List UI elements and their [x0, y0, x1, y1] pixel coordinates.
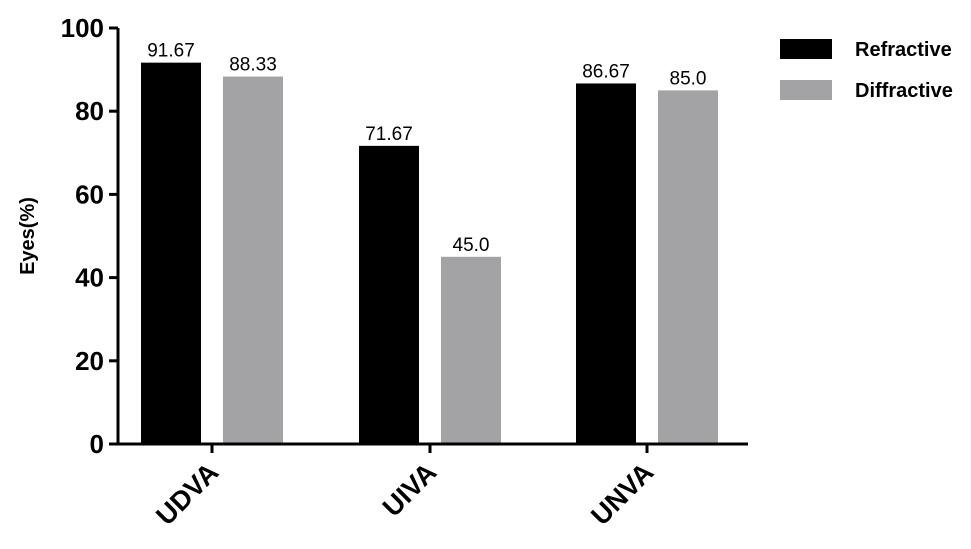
- x-category-label-unva: UNVA: [585, 457, 659, 531]
- x-category-label-uiva: UIVA: [377, 457, 442, 522]
- y-axis-title: Eyes(%): [17, 197, 39, 275]
- value-label-diffractive-unva: 85.0: [670, 68, 707, 89]
- y-tick-label-60: 60: [75, 179, 104, 209]
- bar-diffractive-udva: [223, 76, 283, 444]
- y-tick-label-0: 0: [90, 429, 104, 459]
- legend-swatch-refractive: [780, 39, 832, 59]
- bar-refractive-unva: [576, 83, 636, 445]
- legend: Refractive Diffractive: [780, 39, 953, 102]
- bar-refractive-uiva: [359, 145, 419, 445]
- y-tick-label-20: 20: [75, 346, 104, 376]
- bar-refractive-udva: [141, 62, 201, 444]
- y-tick-label-40: 40: [75, 263, 104, 293]
- value-label-diffractive-uiva: 45.0: [453, 235, 490, 256]
- legend-swatch-diffractive: [780, 80, 832, 100]
- y-tick-label-80: 80: [75, 96, 104, 126]
- value-label-diffractive-udva: 88.33: [229, 55, 277, 76]
- y-tick-label-100: 100: [61, 13, 104, 43]
- x-category-label-udva: UDVA: [150, 457, 224, 531]
- bars-layer: [141, 62, 718, 445]
- legend-label-refractive: Refractive: [855, 39, 952, 61]
- value-label-refractive-unva: 86.67: [582, 61, 630, 82]
- value-label-refractive-udva: 91.67: [147, 41, 195, 62]
- bar-diffractive-uiva: [441, 256, 501, 444]
- bar-diffractive-unva: [658, 90, 718, 445]
- value-label-refractive-uiva: 71.67: [365, 124, 413, 145]
- legend-label-diffractive: Diffractive: [855, 80, 953, 102]
- value-labels-layer: 91.67 71.67 86.67 88.33 45.0 85.0: [147, 41, 706, 256]
